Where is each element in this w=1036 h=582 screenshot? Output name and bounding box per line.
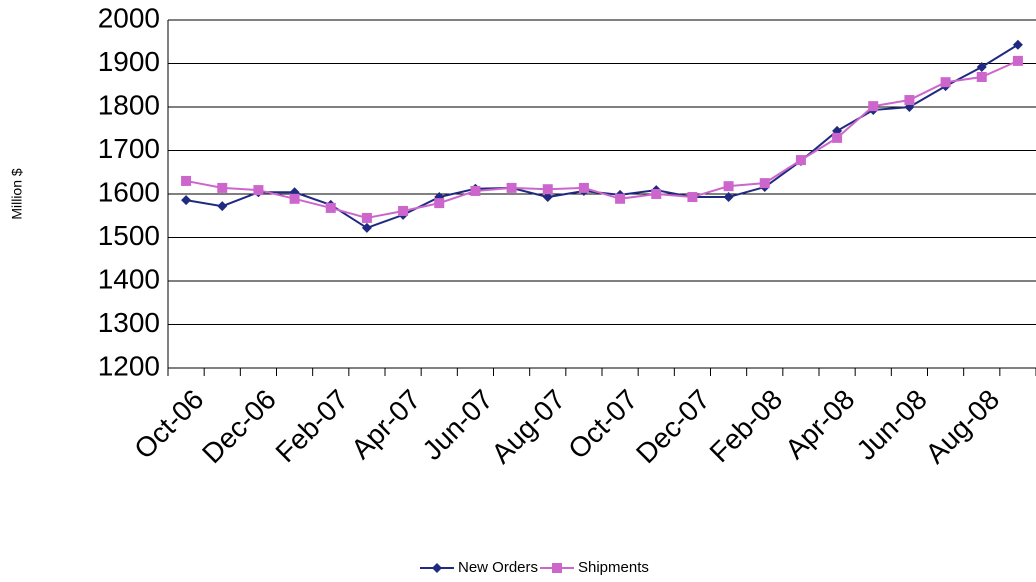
x-tick-label: Oct-06 [128, 384, 209, 465]
point [651, 189, 662, 199]
point [361, 212, 372, 223]
x-tick-label: Aug-07 [485, 384, 571, 470]
y-axis-label: Million $ [9, 168, 25, 220]
point [795, 155, 806, 166]
point [904, 95, 915, 106]
series [181, 39, 1023, 233]
point [181, 195, 192, 206]
point [976, 61, 987, 72]
point [289, 193, 300, 204]
point [615, 193, 626, 204]
y-tick-label: 1400 [98, 263, 160, 294]
point [578, 182, 589, 193]
point [723, 181, 734, 192]
point [434, 198, 445, 209]
point [506, 182, 517, 193]
legend-marker [432, 563, 442, 573]
x-tick-label: Oct-07 [562, 384, 643, 465]
x-tick-label: Aug-08 [919, 384, 1005, 470]
x-tick-label: Jun-08 [850, 384, 932, 466]
point [361, 222, 372, 233]
line [185, 59, 1019, 219]
legend-marker [552, 563, 562, 573]
point [1012, 39, 1023, 50]
point [398, 205, 409, 216]
legend-label: New Orders [458, 559, 538, 576]
y-tick-label: 1700 [98, 133, 160, 164]
x-tick-label: Apr-07 [345, 384, 426, 465]
x-tick-label: Dec-06 [196, 384, 282, 470]
y-tick-label: 1200 [98, 350, 160, 381]
point [181, 175, 192, 186]
y-tick-label: 1800 [98, 89, 160, 120]
point [217, 201, 228, 212]
point [542, 184, 553, 195]
legend-label: Shipments [578, 559, 649, 576]
point [687, 192, 698, 203]
point [542, 192, 553, 203]
series [181, 55, 1023, 223]
point [759, 178, 770, 189]
point [470, 185, 481, 196]
point [253, 185, 264, 196]
x-tick-label: Jun-07 [416, 384, 498, 466]
x-tick-label: Feb-07 [270, 384, 355, 469]
point [868, 101, 879, 112]
y-tick-label: 2000 [98, 2, 160, 33]
point [325, 202, 336, 213]
point [723, 192, 734, 203]
line [185, 43, 1019, 230]
y-tick-label: 1600 [98, 176, 160, 207]
point [1012, 55, 1023, 66]
x-tick-label: Apr-08 [779, 384, 860, 465]
point [940, 77, 951, 88]
point [832, 132, 843, 143]
x-tick-label: Dec-07 [630, 384, 716, 470]
x-tick-label: Feb-08 [704, 384, 789, 469]
point [976, 71, 987, 82]
point [217, 182, 228, 193]
y-tick-label: 1300 [98, 307, 160, 338]
y-tick-label: 1500 [98, 220, 160, 251]
y-tick-label: 1900 [98, 46, 160, 77]
